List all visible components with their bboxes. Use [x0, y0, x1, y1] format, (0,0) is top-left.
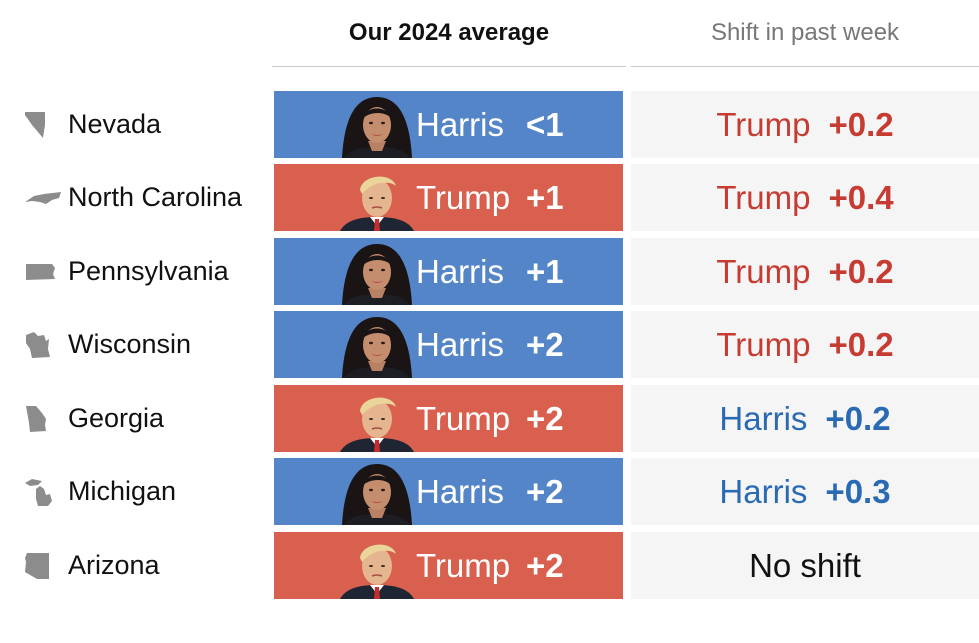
state-row-wisconsin: Wisconsin Harris +2 Trump +0.2 [0, 311, 979, 378]
state-label-nevada: Nevada [0, 91, 268, 158]
harris-portrait [332, 91, 422, 158]
average-margin: +1 [526, 179, 564, 216]
shift-candidate: Trump [716, 252, 811, 290]
average-margin: <1 [526, 106, 564, 143]
shift-column-header: Shift in past week [631, 0, 979, 67]
average-cell: Harris +2 [274, 311, 623, 378]
average-candidate: Trump [416, 547, 511, 584]
pennsylvania-shape-icon [0, 238, 68, 305]
state-label-arizona: Arizona [0, 532, 268, 599]
shift-cell: Trump +0.2 [631, 91, 979, 158]
state-label-pennsylvania: Pennsylvania [0, 238, 268, 305]
state-label-michigan: Michigan [0, 458, 268, 525]
average-cell: Harris +1 [274, 238, 623, 305]
trump-portrait [332, 532, 422, 599]
harris-portrait [332, 311, 422, 378]
shift-candidate: Harris [719, 472, 808, 510]
shift-cell: Harris +0.2 [631, 385, 979, 452]
average-candidate: Harris [416, 106, 504, 143]
nevada-shape-icon [0, 91, 68, 158]
average-candidate: Trump [416, 400, 511, 437]
state-row-georgia: Georgia Trump +2 Harris +0.2 [0, 385, 979, 452]
average-column-header: Our 2024 average [272, 0, 626, 67]
shift-cell: Harris +0.3 [631, 458, 979, 525]
georgia-shape-icon [0, 385, 68, 452]
shift-cell: Trump +0.2 [631, 238, 979, 305]
state-label-wisconsin: Wisconsin [0, 311, 268, 378]
shift-value: +0.2 [828, 325, 894, 363]
north-carolina-shape-icon [0, 164, 68, 231]
state-label-north-carolina: North Carolina [0, 164, 268, 231]
average-margin: +1 [526, 253, 564, 290]
shift-value: +0.2 [828, 105, 894, 143]
state-row-nevada: Nevada Harris <1 Trump +0.2 [0, 91, 979, 158]
state-label-georgia: Georgia [0, 385, 268, 452]
shift-text: No shift [749, 546, 861, 584]
state-name: Arizona [68, 550, 160, 580]
shift-cell: Trump +0.4 [631, 164, 979, 231]
state-row-pennsylvania: Pennsylvania Harris +1 Trump +0.2 [0, 238, 979, 305]
michigan-shape-icon [0, 458, 68, 525]
average-margin: +2 [526, 547, 564, 584]
average-candidate: Harris [416, 473, 504, 510]
shift-cell: Trump +0.2 [631, 311, 979, 378]
average-candidate: Harris [416, 253, 504, 290]
average-margin: +2 [526, 326, 564, 363]
average-margin: +2 [526, 400, 564, 437]
state-row-arizona: Arizona Trump +2 No shift [0, 532, 979, 599]
shift-cell: No shift [631, 532, 979, 599]
harris-portrait [332, 458, 422, 525]
state-name: Nevada [68, 109, 162, 139]
average-candidate: Harris [416, 326, 504, 363]
average-cell: Harris <1 [274, 91, 623, 158]
state-name: Pennsylvania [68, 256, 229, 286]
average-candidate: Trump [416, 179, 511, 216]
shift-candidate: Trump [716, 325, 811, 363]
trump-portrait [332, 164, 422, 231]
shift-value: +0.3 [825, 472, 891, 510]
shift-value: +0.2 [828, 252, 894, 290]
shift-candidate: Harris [719, 399, 808, 437]
state-name: Wisconsin [68, 329, 192, 359]
average-cell: Trump +2 [274, 532, 623, 599]
harris-portrait [332, 238, 422, 305]
shift-value: +0.2 [825, 399, 891, 437]
arizona-shape-icon [0, 532, 68, 599]
shift-value: +0.4 [828, 178, 894, 216]
average-margin: +2 [526, 473, 564, 510]
average-cell: Trump +1 [274, 164, 623, 231]
state-name: North Carolina [68, 182, 243, 212]
state-name: Georgia [68, 403, 165, 433]
average-cell: Trump +2 [274, 385, 623, 452]
average-cell: Harris +2 [274, 458, 623, 525]
shift-candidate: Trump [716, 178, 811, 216]
state-row-michigan: Michigan Harris +2 Harris +0.3 [0, 458, 979, 525]
trump-portrait [332, 385, 422, 452]
shift-candidate: Trump [716, 105, 811, 143]
wisconsin-shape-icon [0, 311, 68, 378]
state-name: Michigan [68, 476, 177, 506]
state-row-north-carolina: North Carolina Trump +1 Trump +0.4 [0, 164, 979, 231]
